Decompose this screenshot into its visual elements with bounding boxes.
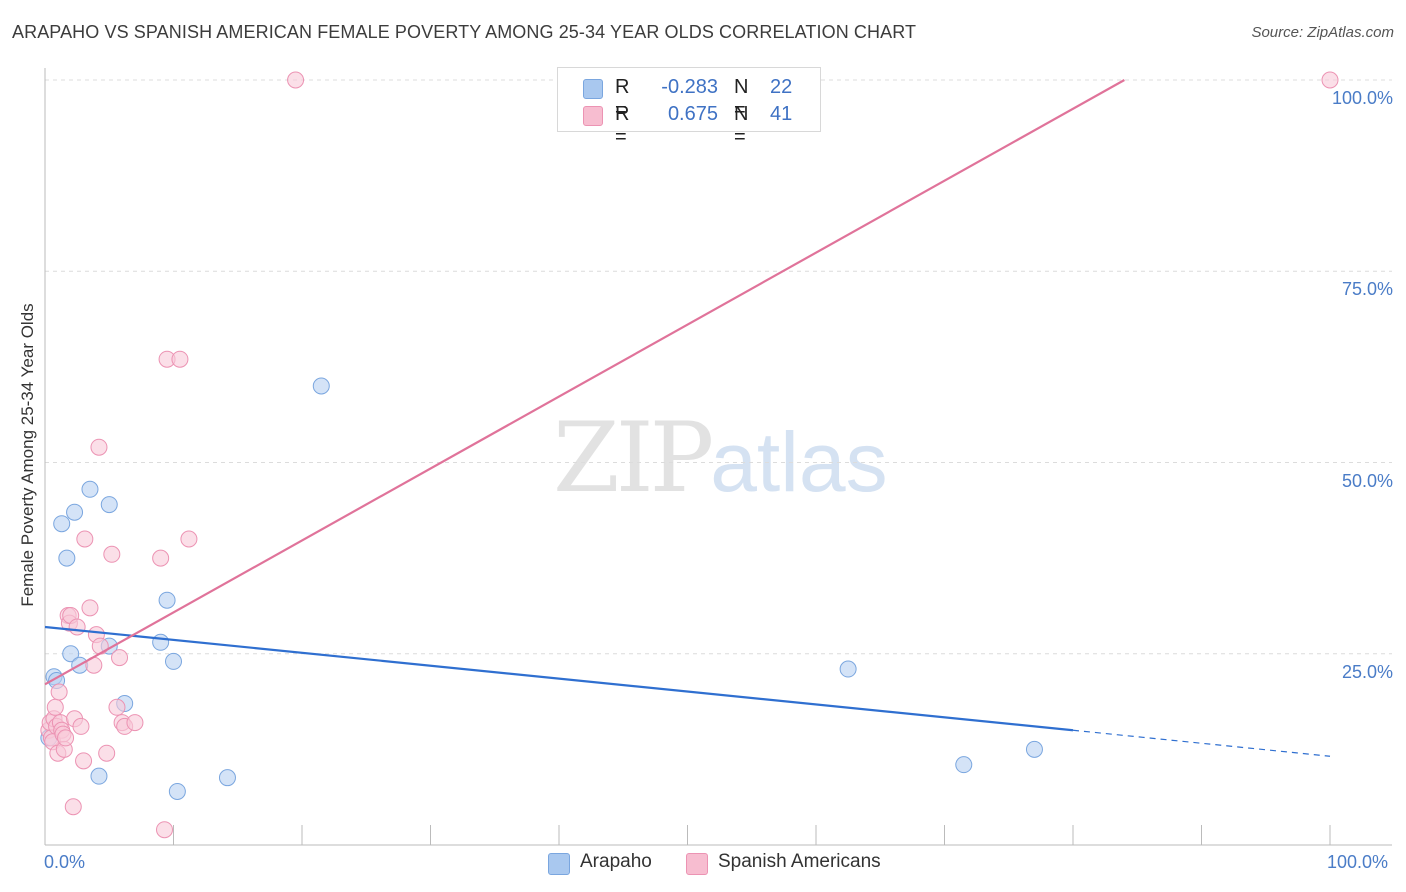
spanish-american-point: [68, 618, 86, 636]
spanish-american-point: [75, 752, 93, 770]
spanish-american-point: [90, 438, 108, 456]
x-tick-label-max: 100.0%: [1327, 852, 1389, 872]
spanish-american-trend-line: [44, 79, 1125, 686]
spanish-american-point: [287, 71, 305, 89]
spanish-american-point: [1321, 71, 1339, 89]
arapaho-point: [165, 652, 182, 670]
trend-lines: [44, 79, 1331, 757]
arapaho-point: [168, 782, 186, 800]
arapaho-point: [312, 377, 330, 395]
y-tick-label: 75.0%: [1341, 279, 1393, 300]
spanish-american-point: [180, 530, 198, 548]
spanish-american-point: [72, 717, 90, 735]
spanish-american-point: [64, 798, 82, 816]
y-tick-label: 25.0%: [1341, 661, 1393, 682]
y-tick-label: 100.0%: [1331, 88, 1393, 108]
correlation-legend: R = -0.283 N = 22 R = 0.675 N = 41: [557, 67, 821, 148]
spanish-american-point: [91, 637, 109, 655]
legend-swatch-arapaho: [583, 79, 603, 99]
arapaho-point: [62, 645, 80, 663]
watermark: ZIPatlas: [553, 402, 888, 514]
spanish-american-point: [50, 683, 68, 701]
grid-lines: [45, 79, 1392, 655]
arapaho-trend-line: [44, 625, 1074, 732]
legend-n-label: N =: [734, 103, 749, 148]
legend-r-label: R =: [615, 103, 630, 148]
arapaho-point: [158, 591, 176, 609]
arapaho-point: [53, 515, 71, 533]
legend-r-value: -0.283: [661, 76, 718, 98]
watermark-zip: ZIP: [553, 402, 714, 514]
spanish-american-point: [103, 545, 121, 563]
legend-swatch-arapaho: [548, 853, 570, 875]
spanish-american-point: [57, 729, 75, 747]
legend-n-value: 41: [770, 103, 793, 125]
arapaho-point: [218, 769, 236, 787]
arapaho-point: [152, 633, 170, 651]
legend-r-value: 0.675: [667, 103, 718, 125]
legend-n-value: 22: [770, 76, 793, 98]
axes: [44, 68, 1392, 846]
spanish-american-point: [171, 350, 189, 368]
spanish-american-point: [152, 549, 170, 567]
spanish-american-point: [98, 744, 116, 762]
arapaho-trend-extension: [1072, 729, 1331, 757]
legend-swatch-spanish: [583, 106, 603, 126]
legend-r-label: R =: [615, 76, 630, 121]
legend-label-spanish: Spanish Americans: [718, 851, 881, 872]
data-points: [40, 71, 1339, 839]
arapaho-point: [66, 503, 84, 521]
arapaho-point: [1025, 740, 1043, 758]
spanish-american-point: [111, 649, 129, 667]
arapaho-point: [100, 496, 118, 514]
source-label: Source: ZipAtlas.com: [1251, 24, 1394, 41]
arapaho-point: [955, 756, 973, 774]
spanish-american-point: [156, 821, 174, 839]
spanish-american-point: [81, 599, 99, 617]
arapaho-point: [81, 480, 99, 498]
legend-n-label: N =: [734, 76, 749, 121]
x-tick-label-min: 0.0%: [44, 852, 86, 872]
arapaho-point: [90, 767, 108, 785]
legend-swatch-spanish: [686, 853, 708, 875]
spanish-american-point: [126, 714, 144, 732]
y-tick-label: 50.0%: [1341, 470, 1393, 491]
arapaho-point: [58, 549, 76, 567]
arapaho-point: [839, 660, 857, 678]
spanish-american-point: [108, 698, 126, 716]
chart-title: ARAPAHO VS SPANISH AMERICAN FEMALE POVER…: [12, 22, 917, 42]
legend-label-arapaho: Arapaho: [580, 851, 652, 872]
spanish-american-point: [76, 530, 94, 548]
spanish-american-point: [46, 698, 64, 716]
